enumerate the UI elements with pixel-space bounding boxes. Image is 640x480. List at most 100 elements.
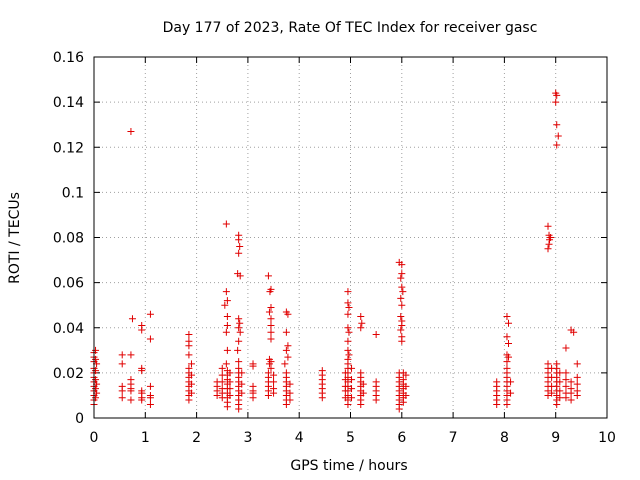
data-point [92,346,100,354]
data-point [236,319,244,327]
data-point [348,376,356,384]
data-point [270,378,278,386]
data-point [348,385,356,393]
data-point [265,360,273,368]
x-tick-label: 4 [295,430,304,446]
data-point [238,369,246,377]
data-point [222,360,230,368]
data-point [402,371,410,379]
data-point [281,360,289,368]
data-point [556,378,564,386]
data-point [399,398,407,406]
x-tick-label: 6 [397,430,406,446]
data-point [235,358,243,366]
y-axis-label: ROTI / TECUs [7,192,23,284]
data-point [92,385,100,393]
data-point [562,382,570,390]
data-point [545,240,553,248]
data-point [503,312,511,320]
data-point [357,400,365,408]
data-point [359,389,367,397]
data-point [146,382,154,390]
data-points [90,89,581,413]
x-axis-label: GPS time / hours [290,458,407,474]
data-point [92,394,100,402]
data-point [567,389,575,397]
data-point [505,319,513,327]
data-point [348,364,356,372]
data-point [185,342,193,350]
data-point [556,387,564,395]
data-point [398,321,406,329]
data-point [359,380,367,388]
y-tick-label: 0.06 [53,276,84,292]
data-point [234,346,242,354]
data-point [264,272,272,280]
data-point [238,389,246,397]
data-point [286,389,294,397]
data-point [318,394,326,402]
data-point [127,127,135,135]
data-point [402,391,410,399]
data-point [505,340,513,348]
data-point [235,315,243,323]
data-point [398,283,406,291]
y-tick-label: 0.08 [53,231,84,247]
data-point [398,301,406,309]
x-tick-label: 5 [346,430,355,446]
y-tick-label: 0 [75,411,84,427]
data-point [222,220,230,228]
data-point [218,378,226,386]
data-point [503,358,511,366]
data-point [562,394,570,402]
y-tick-label: 0.02 [53,366,84,382]
data-point [553,400,561,408]
data-point [267,315,275,323]
chart-title: Day 177 of 2023, Rate Of TEC Index for r… [163,20,538,36]
data-point [344,299,352,307]
data-point [544,391,552,399]
data-point [344,324,352,332]
data-point [562,376,570,384]
data-point [556,394,564,402]
x-tick-labels: 0 1 2 3 4 5 6 7 8 9 10 [90,430,616,446]
data-point [249,362,257,370]
data-point [187,371,195,379]
data-point [344,400,352,408]
data-point [402,382,410,390]
data-point [399,288,407,296]
data-point [503,400,511,408]
data-point [223,312,231,320]
data-point [372,396,380,404]
x-tick-label: 10 [598,430,616,446]
data-point [127,396,135,404]
data-point [554,132,562,140]
data-point [267,364,275,372]
data-point [267,335,275,343]
data-point [345,328,353,336]
data-point [556,369,564,377]
data-point [286,396,294,404]
data-point [398,261,406,269]
data-point [187,380,195,388]
data-point [187,389,195,397]
data-point [223,346,231,354]
data-point [573,373,581,381]
y-tick-label: 0.16 [53,50,84,66]
data-point [573,391,581,399]
data-point [546,236,554,244]
data-point [397,312,405,320]
data-point [127,387,135,395]
data-point [223,403,231,411]
data-point [398,270,406,278]
y-tick-label: 0.14 [53,95,84,111]
data-point [267,328,275,336]
data-point [118,394,126,402]
data-point [226,378,234,386]
data-point [552,98,560,106]
data-point [265,308,273,316]
data-point [344,337,352,345]
data-point [344,310,352,318]
data-point [570,328,578,336]
data-point [503,333,511,341]
